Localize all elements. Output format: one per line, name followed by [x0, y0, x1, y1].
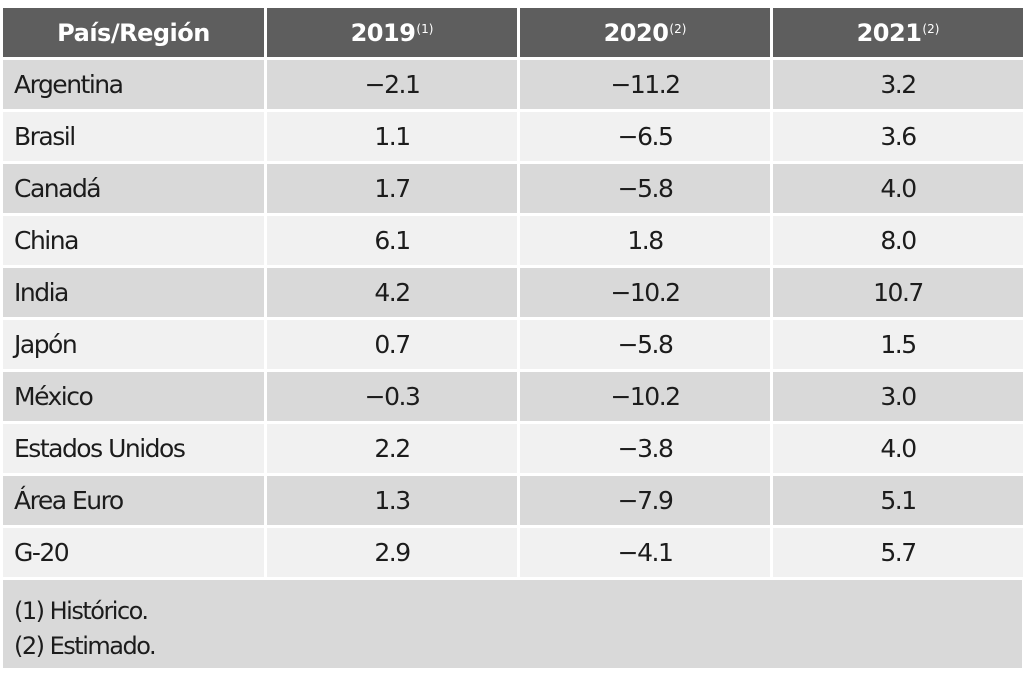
value-2019: −0.3	[267, 372, 517, 421]
header-2019: 2019 (1)	[267, 8, 517, 57]
value-2021: 10.7	[773, 268, 1023, 317]
country-name: Japón	[3, 320, 264, 369]
table-row: G-20 2.9 −4.1 5.7	[3, 528, 1023, 577]
value-2019: 6.1	[267, 216, 517, 265]
value-2019: 2.9	[267, 528, 517, 577]
table-header-row: País/Región 2019 (1) 2020 (2) 2021 (2)	[3, 8, 1023, 57]
value-2019: 1.3	[267, 476, 517, 525]
table-row: Japón 0.7 −5.8 1.5	[3, 320, 1023, 369]
value-2021: 4.0	[773, 164, 1023, 213]
value-2019: 1.1	[267, 112, 517, 161]
value-2020: −10.2	[520, 268, 770, 317]
footnote-estimated: (2) Estimado.	[14, 632, 157, 660]
header-2020-note: (2)	[669, 21, 687, 36]
value-2020: −7.9	[520, 476, 770, 525]
header-2021-label: 2021	[856, 18, 922, 47]
table-row: Argentina −2.1 −11.2 3.2	[3, 60, 1023, 109]
value-2020: −5.8	[520, 164, 770, 213]
value-2021: 5.7	[773, 528, 1023, 577]
header-2020-label: 2020	[603, 18, 669, 47]
value-2021: 3.2	[773, 60, 1023, 109]
country-name: G-20	[3, 528, 264, 577]
value-2021: 4.0	[773, 424, 1023, 473]
table-row: Estados Unidos 2.2 −3.8 4.0	[3, 424, 1023, 473]
country-name: México	[3, 372, 264, 421]
header-2021-note: (2)	[922, 21, 940, 36]
value-2021: 1.5	[773, 320, 1023, 369]
country-name: Área Euro	[3, 476, 264, 525]
value-2020: −11.2	[520, 60, 770, 109]
value-2020: −6.5	[520, 112, 770, 161]
value-2020: −10.2	[520, 372, 770, 421]
value-2021: 8.0	[773, 216, 1023, 265]
value-2019: 4.2	[267, 268, 517, 317]
value-2020: −5.8	[520, 320, 770, 369]
value-2020: −3.8	[520, 424, 770, 473]
value-2019: −2.1	[267, 60, 517, 109]
footnote-historical: (1) Histórico.	[14, 597, 149, 625]
value-2020: −4.1	[520, 528, 770, 577]
table-row: Área Euro 1.3 −7.9 5.1	[3, 476, 1023, 525]
growth-table: País/Región 2019 (1) 2020 (2) 2021 (2) Arge…	[3, 8, 1023, 668]
table-row: China 6.1 1.8 8.0	[3, 216, 1023, 265]
country-name: Argentina	[3, 60, 264, 109]
value-2021: 5.1	[773, 476, 1023, 525]
table-row: India 4.2 −10.2 10.7	[3, 268, 1023, 317]
table-row: México −0.3 −10.2 3.0	[3, 372, 1023, 421]
header-2021: 2021 (2)	[773, 8, 1023, 57]
table-row: Canadá 1.7 −5.8 4.0	[3, 164, 1023, 213]
value-2021: 3.6	[773, 112, 1023, 161]
value-2019: 0.7	[267, 320, 517, 369]
header-2019-note: (1)	[416, 21, 434, 36]
country-name: China	[3, 216, 264, 265]
country-name: Canadá	[3, 164, 264, 213]
value-2019: 1.7	[267, 164, 517, 213]
header-country-label: País/Región	[57, 18, 210, 47]
value-2019: 2.2	[267, 424, 517, 473]
value-2021: 3.0	[773, 372, 1023, 421]
header-country: País/Región	[3, 8, 264, 57]
country-name: India	[3, 268, 264, 317]
header-2019-label: 2019	[350, 18, 416, 47]
country-name: Brasil	[3, 112, 264, 161]
header-2020: 2020 (2)	[520, 8, 770, 57]
country-name: Estados Unidos	[3, 424, 264, 473]
value-2020: 1.8	[520, 216, 770, 265]
table-row: Brasil 1.1 −6.5 3.6	[3, 112, 1023, 161]
table-footnotes: (1) Histórico. (2) Estimado.	[3, 580, 1022, 668]
